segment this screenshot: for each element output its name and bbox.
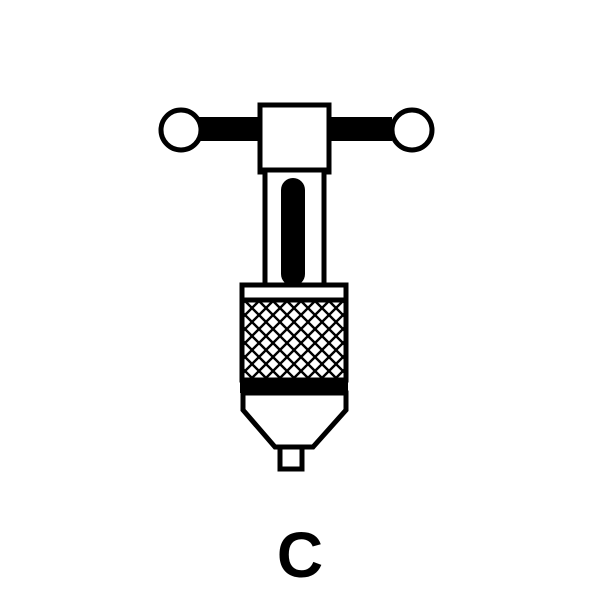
nose-tip <box>277 444 305 472</box>
nose-taper <box>240 390 349 450</box>
tool-body <box>257 102 332 288</box>
figure-caption: C <box>276 519 324 591</box>
crossbar-handle <box>158 107 435 153</box>
crossbar-bar-right <box>322 117 392 141</box>
chuck-knurled-grip <box>239 297 349 383</box>
body-slot <box>281 178 305 286</box>
body-upper-shank <box>257 102 332 175</box>
handle-ball-left <box>158 107 204 153</box>
chuck-bottom-band <box>240 378 348 393</box>
crossbar-bar-left <box>196 117 260 141</box>
chuck-nose <box>240 390 349 472</box>
knurled-chuck <box>239 282 349 393</box>
handle-ball-right <box>389 107 435 153</box>
